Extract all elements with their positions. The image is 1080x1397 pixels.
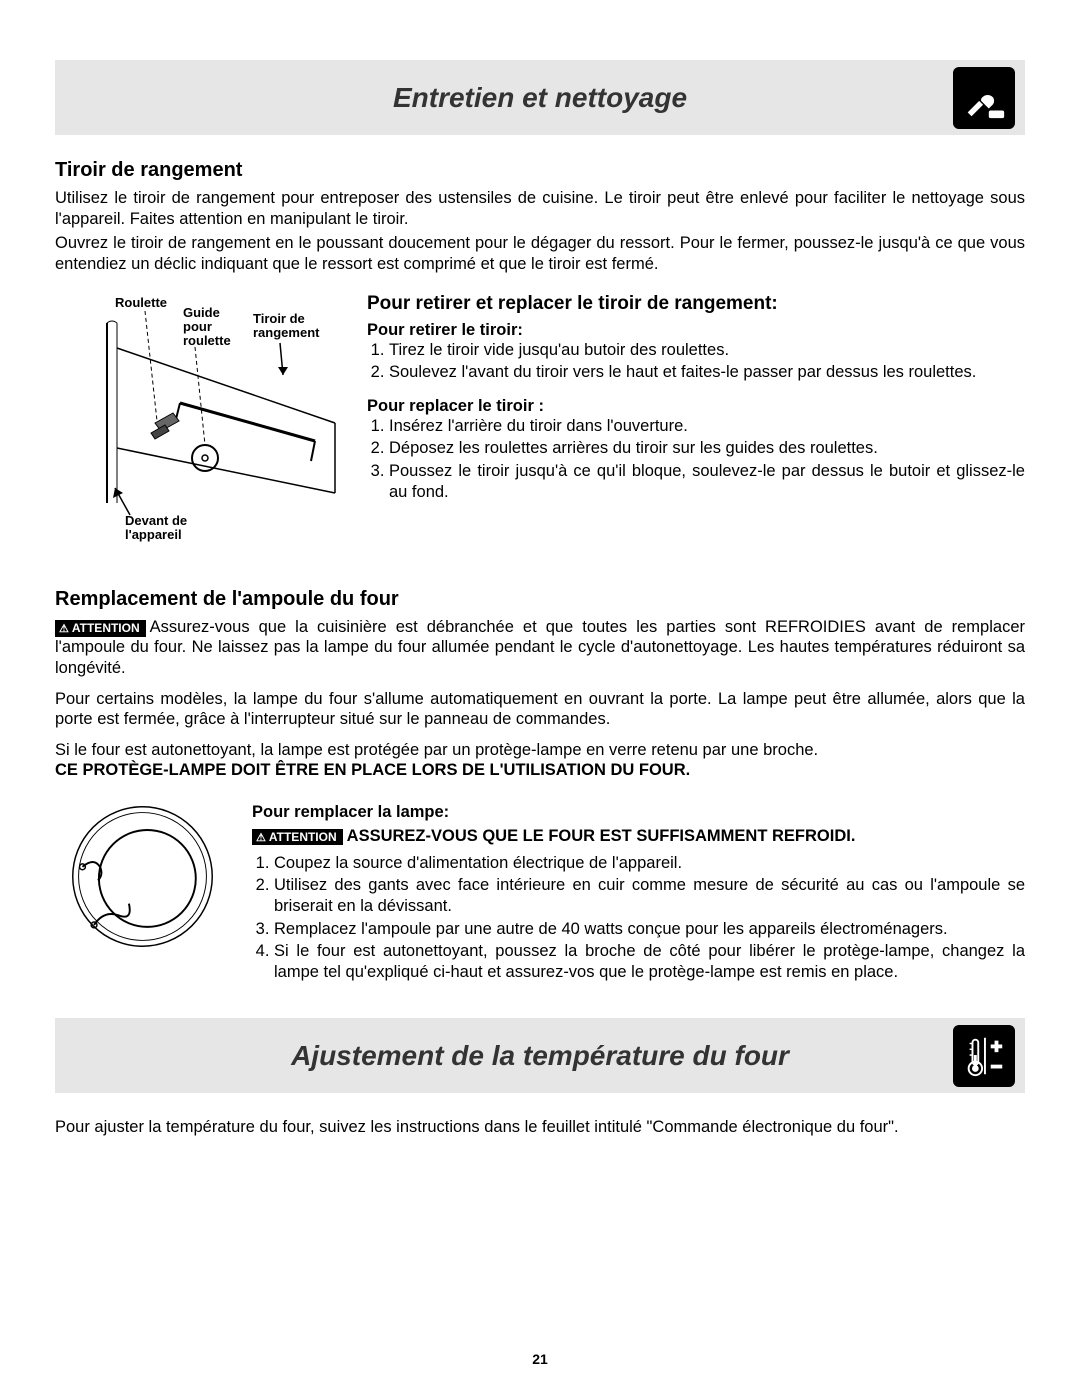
list-item: Tirez le tiroir vide jusqu'au butoir des… xyxy=(389,340,1025,361)
svg-text:rangement: rangement xyxy=(253,325,320,340)
page-number: 21 xyxy=(532,1351,548,1367)
paragraph: Pour certains modèles, la lampe du four … xyxy=(55,689,1025,730)
banner-title: Entretien et nettoyage xyxy=(393,82,687,114)
section-banner-maintenance: Entretien et nettoyage xyxy=(55,60,1025,135)
section-banner-temp: Ajustement de la température du four xyxy=(55,1018,1025,1093)
svg-text:roulette: roulette xyxy=(183,333,231,348)
attention-badge: ATTENTION xyxy=(55,620,146,638)
subheading-remove: Pour retirer le tiroir: xyxy=(367,321,1025,340)
bulb-row: Pour remplacer la lampe: ATTENTIONASSURE… xyxy=(55,799,1025,984)
bulb-steps-list: Coupez la source d'alimentation électriq… xyxy=(252,853,1025,983)
bulb-section: Remplacement de l'ampoule du four ATTENT… xyxy=(55,588,1025,782)
bold-warning-text: ASSUREZ-VOUS QUE LE FOUR EST SUFFISAMMEN… xyxy=(347,827,856,845)
attention-badge: ATTENTION xyxy=(252,829,343,845)
paragraph-text: Assurez-vous que la cuisinière est débra… xyxy=(55,618,1025,677)
bulb-diagram xyxy=(55,799,230,984)
cleaning-hand-icon xyxy=(953,67,1015,129)
list-item: Déposez les roulettes arrières du tiroir… xyxy=(389,438,1025,459)
thermometer-adjust-icon xyxy=(953,1025,1015,1087)
bulb-steps-col: Pour remplacer la lampe: ATTENTIONASSURE… xyxy=(252,799,1025,984)
paragraph-attention: ATTENTIONAssurez-vous que la cuisinière … xyxy=(55,617,1025,679)
paragraph: Utilisez le tiroir de rangement pour ent… xyxy=(55,188,1025,229)
replace-steps-list: Insérez l'arrière du tiroir dans l'ouver… xyxy=(367,416,1025,503)
list-item: Utilisez des gants avec face intérieure … xyxy=(274,875,1025,916)
remove-replace-text: Pour retirer et replacer le tiroir de ra… xyxy=(367,293,1025,558)
attention-line: ATTENTIONASSUREZ-VOUS QUE LE FOUR EST SU… xyxy=(252,826,1025,847)
banner-title: Ajustement de la température du four xyxy=(291,1040,789,1072)
list-item: Coupez la source d'alimentation électriq… xyxy=(274,853,1025,874)
subheading-replace-lamp: Pour remplacer la lampe: xyxy=(252,803,1025,822)
svg-text:Devant de: Devant de xyxy=(125,513,187,528)
list-item: Poussez le tiroir jusqu'à ce qu'il bloqu… xyxy=(389,461,1025,502)
list-item: Si le four est autonettoyant, poussez la… xyxy=(274,941,1025,982)
temp-adjust-paragraph: Pour ajuster la température du four, sui… xyxy=(55,1117,1025,1138)
list-item: Insérez l'arrière du tiroir dans l'ouver… xyxy=(389,416,1025,437)
svg-text:pour: pour xyxy=(183,319,212,334)
heading-remove-replace: Pour retirer et replacer le tiroir de ra… xyxy=(367,293,1025,315)
list-item: Remplacez l'ampoule par une autre de 40 … xyxy=(274,919,1025,940)
svg-text:Guide: Guide xyxy=(183,305,220,320)
subheading-replace: Pour replacer le tiroir : xyxy=(367,397,1025,416)
paragraph: Si le four est autonettoyant, la lampe e… xyxy=(55,740,1025,761)
svg-text:l'appareil: l'appareil xyxy=(125,527,182,542)
svg-text:Tiroir de: Tiroir de xyxy=(253,311,305,326)
remove-steps-list: Tirez le tiroir vide jusqu'au butoir des… xyxy=(367,340,1025,383)
drawer-row: Roulette Guide pour roulette Tiroir de r… xyxy=(55,293,1025,558)
bold-warning-line: CE PROTÈGE-LAMPE DOIT ÊTRE EN PLACE LORS… xyxy=(55,760,1025,781)
heading-storage-drawer: Tiroir de rangement xyxy=(55,159,1025,182)
storage-drawer-section: Tiroir de rangement Utilisez le tiroir d… xyxy=(55,159,1025,275)
list-item: Soulevez l'avant du tiroir vers le haut … xyxy=(389,362,1025,383)
label-roulette: Roulette xyxy=(115,295,167,310)
paragraph: Ouvrez le tiroir de rangement en le pous… xyxy=(55,233,1025,274)
heading-bulb: Remplacement de l'ampoule du four xyxy=(55,588,1025,611)
drawer-diagram: Roulette Guide pour roulette Tiroir de r… xyxy=(55,293,345,558)
